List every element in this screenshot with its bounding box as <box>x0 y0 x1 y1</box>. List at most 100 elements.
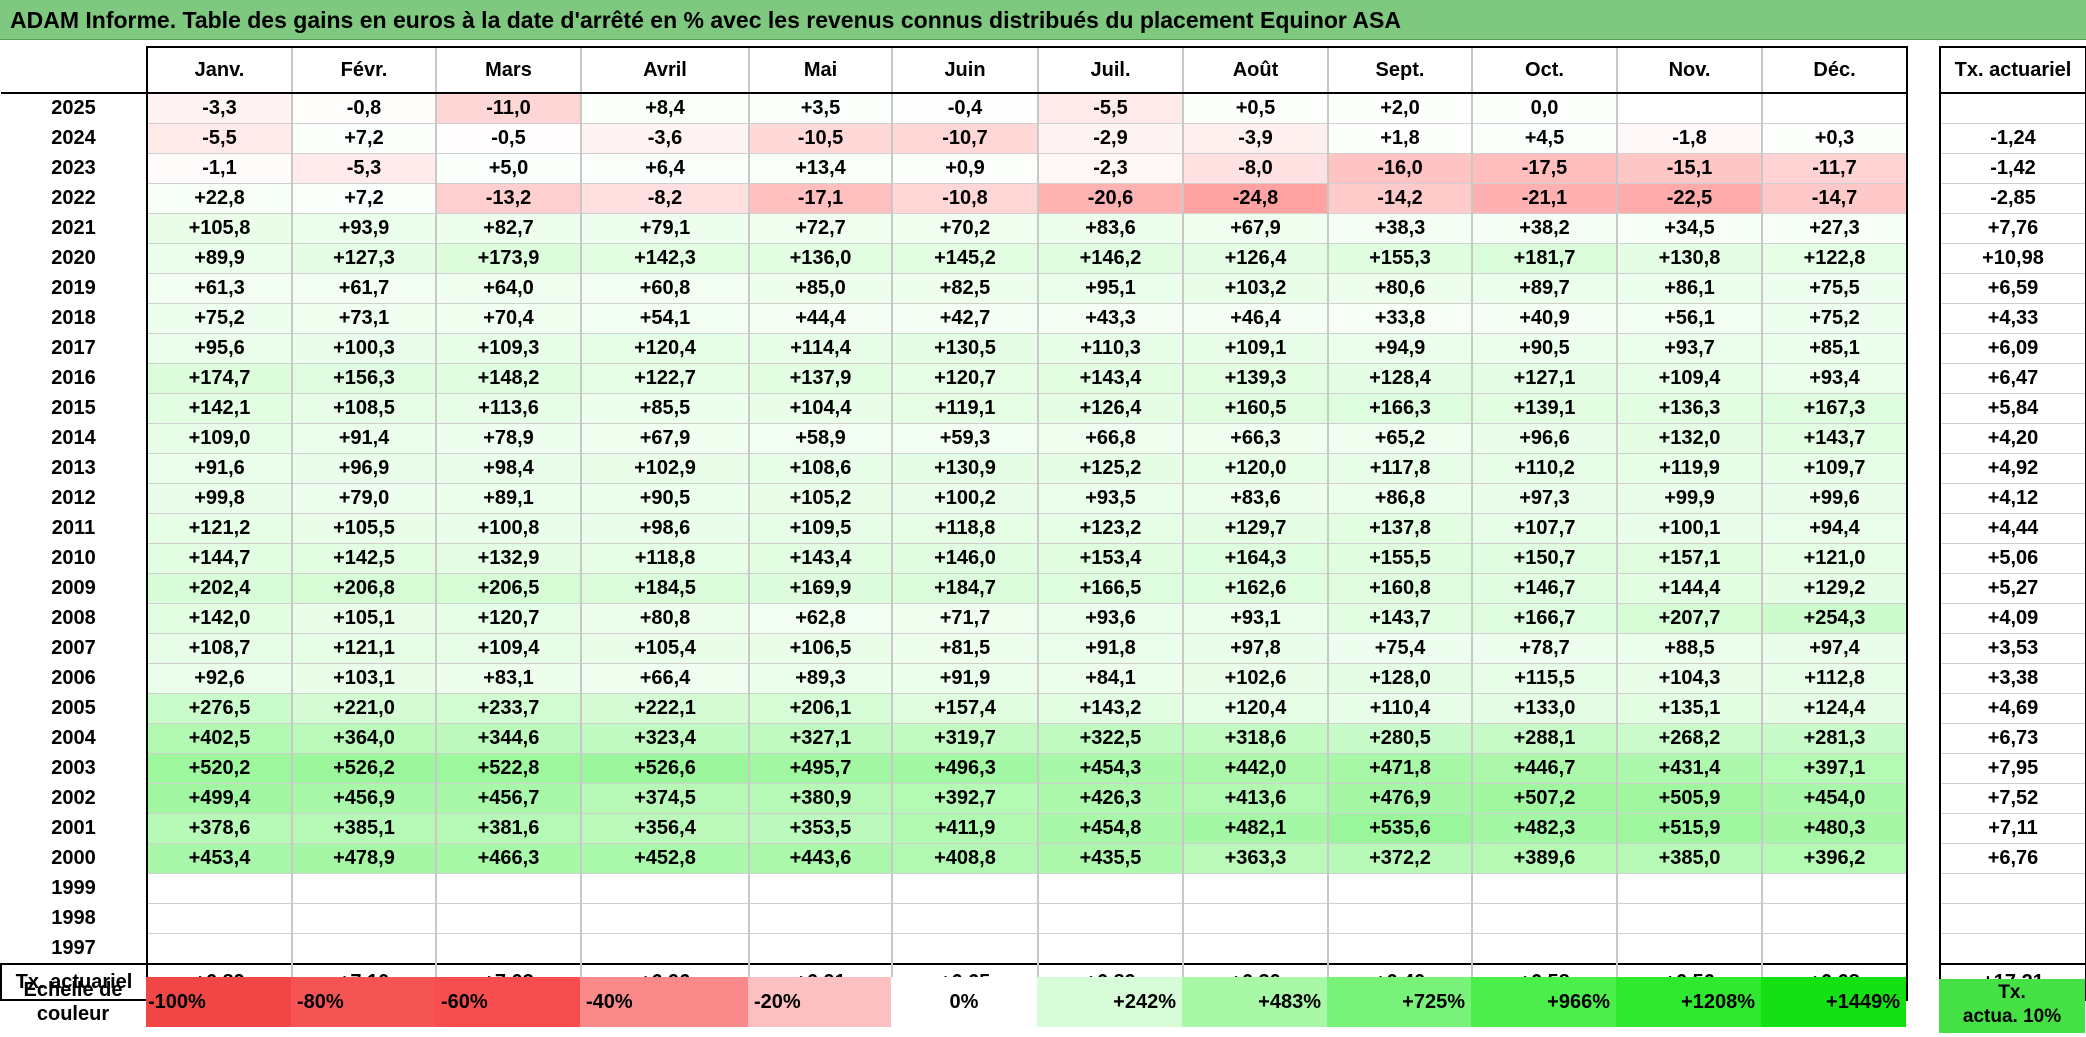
value-cell: -10,5 <box>748 123 892 154</box>
value-cell: +184,7 <box>891 573 1038 604</box>
value-cell: +110,2 <box>1471 453 1617 484</box>
value-cell: +120,0 <box>1182 453 1328 484</box>
value-cell: +356,4 <box>580 813 749 844</box>
value-cell: +84,1 <box>1037 663 1183 694</box>
side-row: +7,52 <box>1939 783 2086 814</box>
value-cell: +389,6 <box>1471 843 1617 874</box>
value-cell: -22,5 <box>1616 183 1762 214</box>
value-cell: -5,5 <box>1037 93 1183 124</box>
value-cell: +86,1 <box>1616 273 1762 304</box>
side-row: +4,33 <box>1939 303 2086 334</box>
table-row: 2000 +453,4 +478,9 +466,3 +452,8 +443,6 +408,8… <box>1 843 1908 874</box>
value-cell <box>1182 873 1328 904</box>
table-row: 2022 +22,8 +7,2 -13,2 -8,2 -17,1 -10,8 -20,6 -24… <box>1 183 1908 214</box>
side-value <box>1939 873 2086 904</box>
value-cell: +456,9 <box>291 783 436 814</box>
table-row: 2016 +174,7 +156,3 +148,2 +122,7 +137,9 +120,7… <box>1 363 1908 394</box>
side-row: +4,09 <box>1939 603 2086 634</box>
table-row: 2003 +520,2 +526,2 +522,8 +526,6 +495,7 +496,3… <box>1 753 1908 784</box>
value-cell: -8,0 <box>1182 153 1328 184</box>
value-cell <box>291 873 436 904</box>
value-cell <box>748 873 892 904</box>
table-row: 2011 +121,2 +105,5 +100,8 +98,6 +109,5 +118,8 +… <box>1 513 1908 544</box>
value-cell: +137,9 <box>748 363 892 394</box>
scale-swatch: -80% <box>291 977 435 1027</box>
side-row: +3,53 <box>1939 633 2086 664</box>
value-cell: +162,6 <box>1182 573 1328 604</box>
value-cell: +166,3 <box>1327 393 1472 424</box>
value-cell: -14,2 <box>1327 183 1472 214</box>
table-row: 2023 -1,1 -5,3 +5,0 +6,4 +13,4 +0,9 -2,3 -8,0 -16… <box>1 153 1908 184</box>
value-cell: +89,1 <box>435 483 581 514</box>
side-row: +6,76 <box>1939 843 2086 874</box>
value-cell: +456,7 <box>435 783 581 814</box>
scale-swatch: +483% <box>1182 977 1327 1027</box>
value-cell: +91,6 <box>146 453 292 484</box>
value-cell: +72,7 <box>748 213 892 244</box>
side-row: -1,42 <box>1939 153 2086 184</box>
value-cell: +0,9 <box>891 153 1038 184</box>
value-cell: +280,5 <box>1327 723 1472 754</box>
scale-swatch: -40% <box>580 977 748 1027</box>
value-cell: +46,4 <box>1182 303 1328 334</box>
value-cell: +60,8 <box>580 273 749 304</box>
value-cell: +396,2 <box>1761 843 1908 874</box>
value-cell: +128,4 <box>1327 363 1472 394</box>
value-cell: +91,4 <box>291 423 436 454</box>
side-value: +4,69 <box>1939 693 2086 724</box>
value-cell: +93,5 <box>1037 483 1183 514</box>
value-cell: +402,5 <box>146 723 292 754</box>
value-cell: +413,6 <box>1182 783 1328 814</box>
side-row: +6,73 <box>1939 723 2086 754</box>
value-cell <box>1037 903 1183 934</box>
value-cell: +90,5 <box>580 483 749 514</box>
value-cell: -16,0 <box>1327 153 1472 184</box>
value-cell: +166,5 <box>1037 573 1183 604</box>
value-cell: +75,2 <box>1761 303 1908 334</box>
value-cell: +71,7 <box>891 603 1038 634</box>
year-cell: 2020 <box>51 247 96 269</box>
year-cell: 2024 <box>51 127 96 149</box>
value-cell: +56,1 <box>1616 303 1762 334</box>
value-cell: +268,2 <box>1616 723 1762 754</box>
value-cell: +480,3 <box>1761 813 1908 844</box>
gains-table: Janv. Févr. Mars Avril Mai Juin Juil. Août Sept.… <box>0 46 1908 1001</box>
value-cell: 0,0 <box>1471 93 1617 124</box>
value-cell <box>1761 873 1908 904</box>
value-cell: +107,7 <box>1471 513 1617 544</box>
value-cell: +495,7 <box>748 753 892 784</box>
year-cell: 2005 <box>51 697 96 719</box>
side-value: +5,06 <box>1939 543 2086 574</box>
value-cell: +89,7 <box>1471 273 1617 304</box>
value-cell: +146,2 <box>1037 243 1183 274</box>
year-cell: 2014 <box>51 427 96 449</box>
value-cell: +4,5 <box>1471 123 1617 154</box>
value-cell: +66,3 <box>1182 423 1328 454</box>
value-cell: +109,3 <box>435 333 581 364</box>
value-cell: -0,4 <box>891 93 1038 124</box>
value-cell: -3,6 <box>580 123 749 154</box>
value-cell: -1,1 <box>146 153 292 184</box>
value-cell: +123,2 <box>1037 513 1183 544</box>
year-cell: 2009 <box>51 577 96 599</box>
year-cell: 2021 <box>51 217 96 239</box>
side-header: Tx. actuariel <box>1939 46 2086 94</box>
value-cell: +169,9 <box>748 573 892 604</box>
value-cell: +88,5 <box>1616 633 1762 664</box>
value-cell: +144,4 <box>1616 573 1762 604</box>
value-cell: +344,6 <box>435 723 581 754</box>
value-cell: +146,7 <box>1471 573 1617 604</box>
value-cell: +100,3 <box>291 333 436 364</box>
value-cell <box>1761 903 1908 934</box>
value-cell: +181,7 <box>1471 243 1617 274</box>
value-cell: +454,3 <box>1037 753 1183 784</box>
value-cell: -0,8 <box>291 93 436 124</box>
value-cell: -2,9 <box>1037 123 1183 154</box>
value-cell: +130,8 <box>1616 243 1762 274</box>
value-cell: +130,9 <box>891 453 1038 484</box>
value-cell: +121,0 <box>1761 543 1908 574</box>
side-row <box>1939 933 2086 965</box>
scale-label-line1: Echelle de <box>23 979 123 1001</box>
value-cell: -11,0 <box>435 93 581 124</box>
side-row <box>1939 93 2086 124</box>
